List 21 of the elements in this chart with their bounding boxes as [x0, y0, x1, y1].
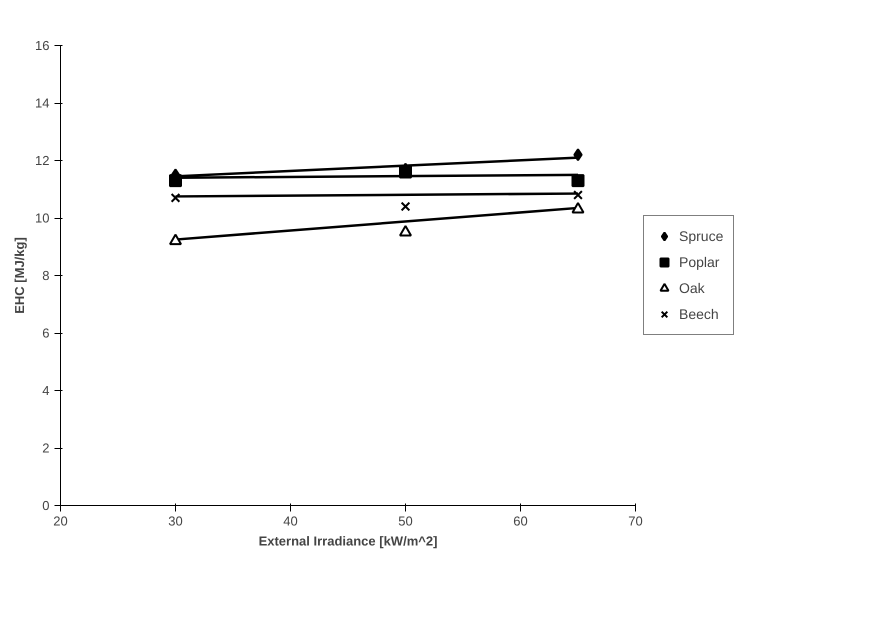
legend-label: Beech — [679, 306, 719, 322]
y-tick-label: 2 — [42, 440, 50, 456]
x-tick-label: 40 — [283, 514, 298, 528]
x-tick-label: 70 — [628, 514, 643, 528]
y-tick-label: 14 — [35, 96, 50, 110]
legend-label: Poplar — [679, 254, 720, 270]
x-tick-label: 60 — [513, 514, 528, 528]
y-tick-label: 4 — [42, 383, 50, 398]
y-tick-label: 12 — [35, 153, 50, 168]
y-axis-title: EHC [MJ/kg] — [12, 237, 28, 314]
x-tick-label: 30 — [168, 514, 183, 528]
y-tick-label: 6 — [42, 326, 50, 340]
x-tick-label: 20 — [53, 514, 68, 528]
y-tick-label: 8 — [42, 268, 50, 283]
y-tick-label: 16 — [35, 38, 50, 53]
x-axis-title: External Irradiance [kW/m^2] — [258, 534, 438, 548]
y-tick-label: 0 — [42, 498, 50, 513]
y-tick-label: 10 — [35, 210, 50, 226]
x-tick-label: 50 — [398, 514, 413, 528]
legend-label: Spruce — [679, 228, 724, 244]
legend-label: Oak — [679, 280, 705, 296]
